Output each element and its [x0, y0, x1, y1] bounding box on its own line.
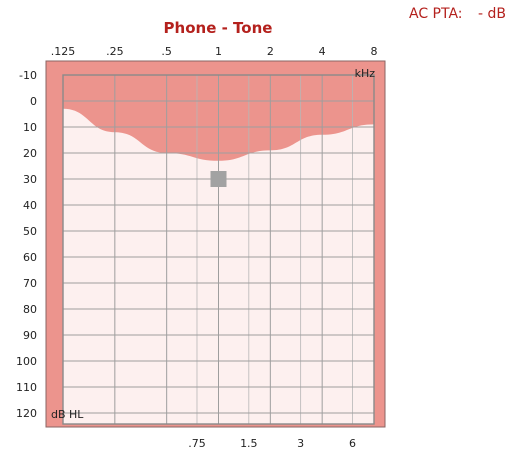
y-tick-label: 120 [16, 407, 37, 420]
x-unit-label: kHz [355, 67, 376, 80]
data-points [210, 171, 227, 187]
x-top-tick-label: .125 [51, 45, 76, 58]
y-tick-label: 50 [23, 225, 37, 238]
y-tick-label: 70 [23, 277, 37, 290]
y-tick-label: 60 [23, 251, 37, 264]
chart-title: Phone - Tone [163, 19, 273, 37]
y-tick-label: 10 [23, 121, 37, 134]
y-tick-label: 90 [23, 329, 37, 342]
x-top-tick-label: .25 [106, 45, 124, 58]
x-top-tick-label: 4 [319, 45, 326, 58]
pta-value: - dB [478, 6, 506, 22]
y-tick-label: 40 [23, 199, 37, 212]
y-unit-label: dB HL [51, 408, 84, 421]
x-bottom-tick-label: 3 [297, 437, 304, 450]
pta-label: AC PTA: [409, 6, 463, 22]
x-bottom-tick-label: 6 [349, 437, 356, 450]
x-top-tick-label: 1 [215, 45, 222, 58]
y-tick-label: 0 [30, 95, 37, 108]
plot-border [62, 74, 375, 425]
threshold-marker[interactable] [210, 171, 227, 187]
x-top-tick-label: 8 [371, 45, 378, 58]
x-bottom-tick-label: .75 [188, 437, 206, 450]
db-tick-labels: -10 0 10 20 30 40 50 60 70 80 90 100 110 120 [16, 69, 37, 420]
y-tick-label: 80 [23, 303, 37, 316]
x-bottom-tick-label: 1.5 [240, 437, 258, 450]
x-top-tick-label: 2 [267, 45, 274, 58]
x-top-tick-label: .5 [161, 45, 172, 58]
y-tick-label: -10 [19, 69, 37, 82]
y-tick-label: 20 [23, 147, 37, 160]
y-tick-label: 30 [23, 173, 37, 186]
y-tick-label: 110 [16, 381, 37, 394]
interoctave-tick-labels: .75 1.5 3 6 [188, 437, 356, 450]
y-tick-label: 100 [16, 355, 37, 368]
frequency-tick-labels: .125 .25 .5 1 2 4 8 [51, 45, 378, 58]
